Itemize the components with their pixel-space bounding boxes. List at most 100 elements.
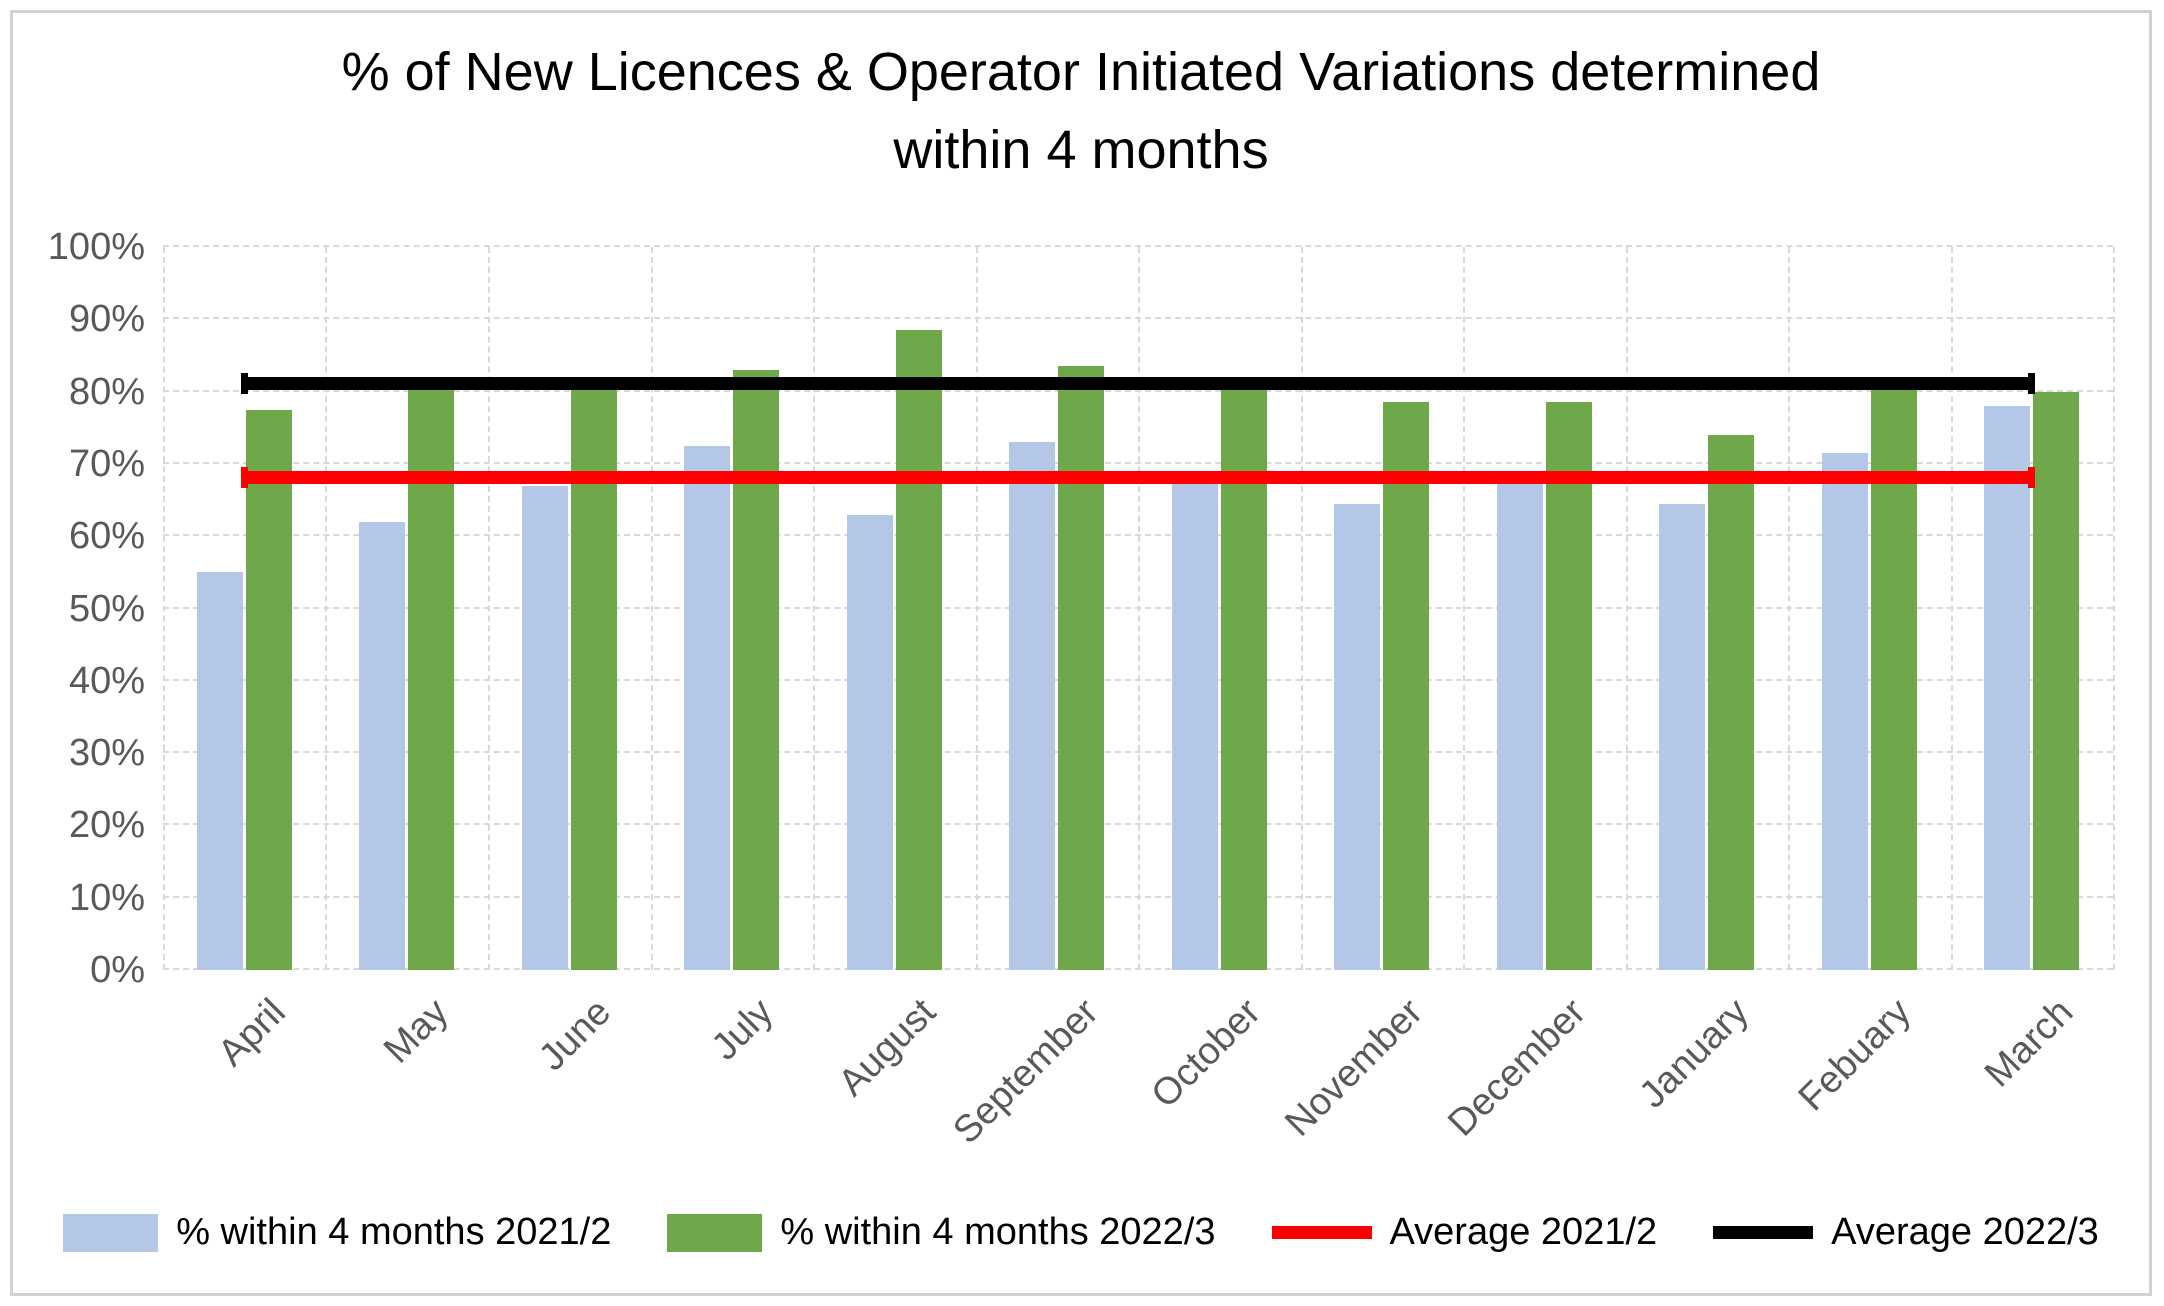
bar-group-may <box>326 247 489 970</box>
x-axis-label-november: November <box>1277 991 1432 1145</box>
y-axis-label-70: 70% <box>68 442 145 485</box>
y-axis-label-40: 40% <box>68 659 145 702</box>
chart-frame: % of New Licences & Operator Initiated V… <box>10 10 2152 1296</box>
y-axis-label-80: 80% <box>68 370 145 413</box>
bar-2021-2-december <box>1496 481 1543 970</box>
x-axis-label-july: July <box>703 991 782 1069</box>
bar-group-july <box>651 247 814 970</box>
y-axis-label-50: 50% <box>68 587 145 630</box>
bar-group-june <box>488 247 651 970</box>
bar-group-febuary <box>1788 247 1951 970</box>
gridline-60 <box>163 534 2113 537</box>
vertical-gridline-3 <box>650 247 653 970</box>
bar-2022-3-january <box>1708 434 1755 970</box>
bar-2021-2-may <box>359 521 406 970</box>
line-cap-left-average-2022-3 <box>241 373 249 395</box>
bar-2021-2-febuary <box>1821 453 1868 970</box>
y-axis-label-20: 20% <box>68 804 145 847</box>
bar-2022-3-december <box>1545 402 1592 970</box>
legend-item-average-2022-3: Average 2022/3 <box>1713 1211 2099 1254</box>
legend-label-within-4-months-2022-3: % within 4 months 2022/3 <box>780 1211 1216 1253</box>
bar-2022-3-april <box>245 409 292 970</box>
vertical-gridline-7 <box>1300 247 1303 970</box>
vertical-gridline-10 <box>1788 247 1790 970</box>
vertical-gridline-6 <box>1138 247 1140 970</box>
x-axis-label-december: December <box>1440 991 1594 1145</box>
y-axis-label-10: 10% <box>68 876 145 919</box>
legend-swatch-average-2022-3 <box>1713 1226 1814 1239</box>
y-axis-label-0: 0% <box>90 949 145 991</box>
x-axis-label-october: October <box>1143 991 1269 1117</box>
vertical-gridline-4 <box>812 247 815 970</box>
bar-2022-3-march <box>2033 391 2080 970</box>
vertical-gridline-5 <box>975 247 978 970</box>
line-cap-right-average-2022-3 <box>2027 373 2035 395</box>
bar-2021-2-august <box>846 514 893 970</box>
bar-2021-2-november <box>1334 503 1381 970</box>
x-axis-label-may: May <box>375 991 457 1072</box>
bar-2021-2-september <box>1009 442 1056 970</box>
bar-group-january <box>1626 247 1789 970</box>
x-axis-label-august: August <box>830 991 944 1105</box>
bar-group-april <box>163 247 326 970</box>
gridline-0 <box>163 968 2113 970</box>
gridline-10 <box>163 895 2113 898</box>
legend-item-within-4-months-2022-3: % within 4 months 2022/3 <box>667 1211 1216 1254</box>
y-axis-label-60: 60% <box>68 515 145 558</box>
bar-2021-2-october <box>1171 481 1218 970</box>
vertical-gridline-8 <box>1462 247 1465 970</box>
x-axis-label-january: January <box>1631 991 1757 1117</box>
vertical-gridline-9 <box>1625 247 1628 970</box>
bar-2022-3-june <box>570 388 617 970</box>
gridline-70 <box>163 461 2113 464</box>
gridline-40 <box>163 678 2113 681</box>
legend-label-average-2021-2: Average 2021/2 <box>1389 1211 1658 1253</box>
gridline-30 <box>163 751 2113 754</box>
gridline-90 <box>163 317 2113 320</box>
gridline-50 <box>163 606 2113 609</box>
chart-title: % of New Licences & Operator Initiated V… <box>341 42 1821 180</box>
vertical-gridline-1 <box>325 247 328 970</box>
legend-swatch-within-4-months-2021-2 <box>63 1213 159 1252</box>
bar-group-september <box>976 247 1139 970</box>
bar-group-december <box>1463 247 1626 970</box>
x-axis-label-september: September <box>945 991 1107 1153</box>
average-line-average-2022-3 <box>241 373 2035 395</box>
legend-item-within-4-months-2021-2: % within 4 months 2021/2 <box>63 1211 611 1254</box>
bar-2022-3-febuary <box>1870 388 1917 970</box>
y-axis-label-90: 90% <box>68 298 145 341</box>
legend-item-average-2021-2: Average 2021/2 <box>1271 1211 1658 1254</box>
bar-group-october <box>1138 247 1301 970</box>
bar-2021-2-july <box>684 445 731 970</box>
line-cap-right-average-2021-2 <box>2027 467 2035 489</box>
plot-area <box>163 245 2115 970</box>
average-line-average-2021-2 <box>241 467 2035 489</box>
bar-group-november <box>1301 247 1464 970</box>
bar-2021-2-june <box>521 485 568 970</box>
bar-2022-3-september <box>1058 366 1105 970</box>
legend-swatch-average-2021-2 <box>1271 1226 1372 1239</box>
legend-label-average-2022-3: Average 2022/3 <box>1831 1211 2099 1253</box>
y-axis-label-100: 100% <box>47 226 145 268</box>
bar-2022-3-may <box>408 377 455 970</box>
legend-label-within-4-months-2021-2: % within 4 months 2021/2 <box>176 1211 612 1253</box>
bars-layer <box>163 247 2113 970</box>
gridline-100 <box>163 245 2113 247</box>
vertical-gridline-2 <box>487 247 490 970</box>
gridline-80 <box>163 389 2113 392</box>
x-axis-label-march: March <box>1977 991 2082 1096</box>
x-axis-label-june: June <box>530 991 619 1079</box>
bar-group-august <box>813 247 976 970</box>
bar-2021-2-january <box>1659 503 1706 970</box>
vertical-gridline-11 <box>1950 247 1953 970</box>
bar-2021-2-april <box>196 572 243 970</box>
vertical-gridline-12 <box>2113 247 2115 970</box>
bar-2022-3-august <box>895 330 942 970</box>
x-axis-label-febuary: Febuary <box>1790 991 1919 1120</box>
legend-swatch-within-4-months-2022-3 <box>667 1213 763 1252</box>
vertical-gridline-0 <box>163 247 165 970</box>
legend: % within 4 months 2021/2 % within 4 month… <box>13 1211 2149 1254</box>
y-axis-labels: 0% 10% 20% 30% 40% 50% 60% 70% 80% 90% 100% <box>13 13 2149 1293</box>
x-axis-label-april: April <box>210 991 294 1075</box>
bar-2022-3-november <box>1383 402 1430 970</box>
